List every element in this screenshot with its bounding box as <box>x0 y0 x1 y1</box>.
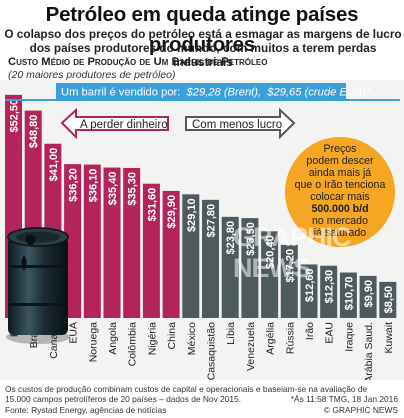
category-label-7: Nigéria <box>146 322 158 355</box>
bar-4 <box>83 164 101 318</box>
subtitle-line-2: dos países produtores do mundo, com muit… <box>29 41 377 69</box>
value-label-13: $20,40 <box>265 235 277 269</box>
chart-subtitle: O colapso dos preços do petróleo está a … <box>4 27 402 69</box>
bar-9 <box>182 194 200 318</box>
bar-11 <box>221 216 239 318</box>
bar-18 <box>359 275 377 318</box>
value-label-12: $23,50 <box>245 222 257 256</box>
category-label-18: Arábia Saud. <box>363 322 375 380</box>
category-label-15: Irão <box>304 322 316 340</box>
value-label-3: $36,20 <box>68 168 80 202</box>
losing-money-label: A perder dinheiro <box>80 119 168 131</box>
value-label-2: $41,00 <box>48 148 60 182</box>
callout-bold: 500.000 b/d <box>311 203 368 215</box>
bars-profit-group <box>182 194 397 318</box>
banner-wti: $29,65 (crude EUA)* <box>266 87 371 99</box>
bar-8 <box>162 190 180 318</box>
value-label-15: $12,60 <box>304 268 316 302</box>
subtitle-line-1: O colapso dos preços do petróleo está a … <box>4 27 402 41</box>
value-label-8: $29,90 <box>166 195 178 229</box>
graphic-news-watermark: GRAPHIC NEWS <box>233 222 352 283</box>
bar-14 <box>280 244 298 318</box>
banner-brent: $29,28 (Brent), <box>186 87 262 99</box>
cost-bar-chart: $52,50 $48,80 $41,00 $36,20 $36,10 $35,40 $35,… <box>0 80 404 380</box>
footer-source: Fonte: Rystad Energy, agências de notíci… <box>5 405 167 415</box>
oil-barrel-icon <box>6 227 70 344</box>
bar-7 <box>142 183 160 318</box>
callout-line-3: ainda mais já <box>309 167 372 179</box>
category-label-19: Kuwait <box>383 322 395 354</box>
value-label-0: $52,50 <box>9 99 21 133</box>
bar-3 <box>64 164 82 318</box>
value-labels-group: $52,50 $48,80 $41,00 $36,20 $36,10 $35,40 $35,… <box>9 99 395 314</box>
bar-12 <box>241 218 259 318</box>
bar-6 <box>123 167 141 318</box>
value-label-19: $8,50 <box>383 286 395 314</box>
value-label-5: $35,40 <box>107 172 119 206</box>
category-label-16: EAU <box>324 322 336 344</box>
value-label-14: $17,20 <box>284 249 296 283</box>
bar-10 <box>202 199 219 318</box>
value-label-18: $9,90 <box>363 280 375 308</box>
bar-16 <box>320 265 338 318</box>
less-profit-arrow: Com menos lucro <box>185 107 296 140</box>
value-label-16: $12,30 <box>324 270 336 304</box>
value-label-9: $29,10 <box>186 198 198 232</box>
bar-19 <box>379 281 397 318</box>
callout-line-8: já saturado <box>313 227 367 239</box>
value-label-7: $31,60 <box>146 188 158 222</box>
bar-15 <box>300 264 318 318</box>
value-label-4: $36,10 <box>87 169 99 203</box>
cost-title: Custo Médio de Produção de Um Barril de … <box>8 56 268 68</box>
category-label-8: China <box>166 322 178 350</box>
category-labels-group: RUBrasilCanadáEUANoruegaAngolaColômbiaNi… <box>9 322 395 380</box>
category-label-12: Venezuela <box>245 322 257 371</box>
category-label-3: EUA <box>68 322 80 344</box>
bar-5 <box>103 167 121 318</box>
value-label-17: $10,70 <box>343 277 355 311</box>
category-label-13: Argélia <box>265 322 277 355</box>
price-banner-text: Um barril é vendido por: $29,28 (Brent),… <box>61 87 371 99</box>
callout-line-7: no mercado <box>312 215 368 227</box>
banner-prefix: Um barril é vendido por: <box>61 87 180 99</box>
value-label-10: $27,80 <box>206 204 218 238</box>
category-label-14: Rússia <box>284 322 296 354</box>
category-label-4: Noruega <box>87 322 99 362</box>
chart-title: Petróleo em queda atinge países produtor… <box>0 0 404 56</box>
bar-13 <box>261 231 279 318</box>
less-profit-label: Com menos lucro <box>192 119 282 131</box>
callout-line-2: podem descer <box>306 155 374 167</box>
value-label-11: $23,80 <box>225 221 237 255</box>
callout-line-5: colocar mais <box>310 191 369 203</box>
footer-note-2: 15.000 campos petrolíferos de 20 países … <box>5 394 242 404</box>
callout-line-4: que o Irão tenciona <box>295 179 386 191</box>
value-label-6: $35,30 <box>127 172 139 206</box>
value-label-1: $48,80 <box>28 115 40 149</box>
footer-timestamp: *Às 11:58 TMG, 18 Jan 2016 <box>290 394 398 404</box>
losing-money-arrow: A perder dinheiro <box>60 107 169 140</box>
category-label-11: Líbia <box>225 322 237 345</box>
category-label-17: Iraque <box>343 322 355 352</box>
category-label-6: Colômbia <box>127 322 139 367</box>
category-label-9: México <box>186 322 198 355</box>
category-label-5: Angola <box>107 322 119 355</box>
category-label-10: Casaquistão <box>206 322 218 380</box>
callout-line-1: Preços <box>324 143 357 155</box>
iran-callout: Preços podem descer ainda mais já que o … <box>285 137 395 247</box>
cost-subtitle: (20 maiores produtores de petróleo) <box>8 69 176 81</box>
footer-note-1: Os custos de produção combinam custos de… <box>5 384 368 394</box>
copyright: © GRAPHIC NEWS <box>323 405 398 415</box>
bar-17 <box>339 272 357 318</box>
price-banner <box>56 83 346 100</box>
